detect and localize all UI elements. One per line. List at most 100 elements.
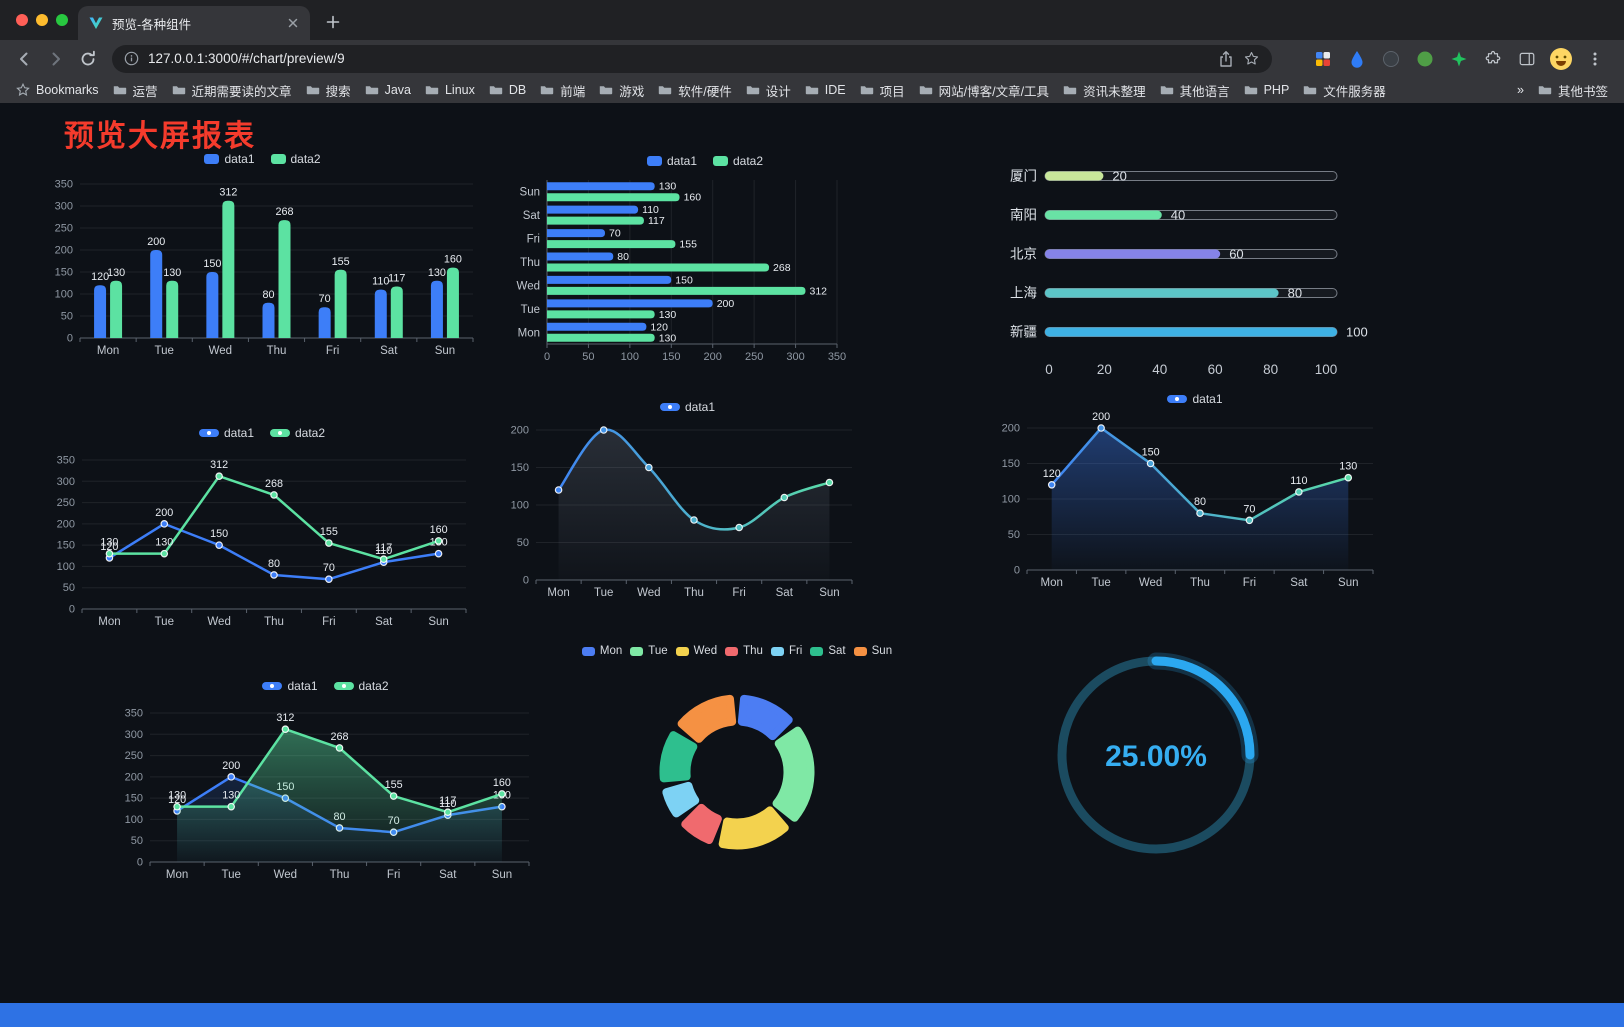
chart-grouped-bar-vertical[interactable]: data1 data2 0 50 100 150 200 250 300 350 Mon Tue Wed… [40,148,485,366]
new-tab-button[interactable] [320,9,346,35]
forward-button[interactable] [42,45,70,73]
site-info-icon[interactable] [124,51,139,66]
chart-canvas[interactable]: 0 50 100 150 200 Mon Tue Wed Thu Fri Sat Sun 120 200 1… [985,410,1405,598]
legend-item[interactable]: data2 [713,154,763,168]
bookmark-item[interactable]: 项目 [854,79,911,102]
legend-swatch [270,154,286,164]
back-button[interactable] [10,45,38,73]
reload-button[interactable] [74,45,102,73]
side-panel-icon[interactable] [1514,46,1540,72]
address-bar[interactable]: 127.0.0.1:3000/#/chart/preview/9 [112,44,1272,73]
legend-item[interactable]: Wed [675,645,717,657]
svg-text:150: 150 [203,258,221,270]
bookmark-item[interactable]: 资讯未整理 [1057,79,1152,102]
extension-green-star-icon[interactable] [1446,46,1472,72]
bookmark-item[interactable]: 文件服务器 [1297,79,1392,102]
bookmark-star-icon[interactable] [1243,50,1260,67]
bookmark-item[interactable]: 游戏 [593,79,650,102]
chart-gradient-area-line[interactable]: data1 0 50 100 150 200 Mon Tue Wed Thu Fri Sat Sun 12… [985,388,1405,598]
legend-item[interactable]: Thu [725,645,763,657]
legend-item[interactable]: data2 [270,426,325,440]
bookmark-item[interactable]: 设计 [740,79,797,102]
bookmark-item[interactable]: 前端 [534,79,591,102]
legend-label: data1 [223,426,254,440]
svg-text:50: 50 [582,351,594,363]
legend-item[interactable]: data1 [659,400,715,414]
share-icon[interactable] [1218,50,1234,68]
bookmark-item[interactable]: DB [483,81,532,99]
legend-label: data1 [224,152,255,166]
chart-canvas[interactable] [542,662,932,856]
url-text[interactable]: 127.0.0.1:3000/#/chart/preview/9 [148,51,345,66]
svg-text:Mon: Mon [547,587,569,599]
svg-text:120: 120 [1043,468,1061,480]
chart-grouped-bar-horizontal[interactable]: data1 data2 0 50 100 150 200 250 300 350 Sun 130 160… [505,150,905,372]
legend-item[interactable]: data1 [198,426,254,440]
legend-item[interactable]: data1 [646,154,697,168]
bookmark-item[interactable]: 软件/硬件 [652,79,737,102]
legend-item[interactable]: Tue [630,645,668,657]
folder-icon [1063,86,1077,95]
svg-text:南阳: 南阳 [1010,208,1037,223]
chart-gradient-smooth-line[interactable]: data1 0 50 100 150 200 Mon Tue Wed Thu Fri Sat Sun [500,396,875,608]
bookmark-item[interactable]: 搜索 [300,79,357,102]
svg-text:Thu: Thu [264,616,284,628]
star-icon [16,83,30,96]
bookmark-item[interactable]: 网站/博客/文章/工具 [913,79,1055,102]
legend-item[interactable]: data1 [262,679,318,693]
tab-close-icon[interactable] [286,16,300,30]
svg-text:50: 50 [131,835,143,847]
chart-canvas[interactable]: 25.00% [1046,645,1266,865]
profile-avatar[interactable] [1548,46,1574,72]
extensions-puzzle-icon[interactable] [1480,46,1506,72]
extension-grid-icon[interactable] [1310,46,1336,72]
bookmark-item[interactable]: Java [359,81,417,99]
bookmarks-star-item[interactable]: Bookmarks [10,81,105,99]
chart-area-multi-line[interactable]: data1 data2 0 50 100 150 200 250 300 350 Mon Tue Wed… [108,675,543,890]
close-window-button[interactable] [16,14,28,26]
bookmarks-overflow-chevron[interactable]: » [1511,81,1530,99]
bookmark-item[interactable]: 近期需要读的文章 [166,79,298,102]
bookmark-item[interactable]: 其他语言 [1154,79,1236,102]
chart-canvas[interactable]: 0 50 100 150 200 Mon Tue Wed Thu Fri Sat Sun [500,418,875,608]
legend-item[interactable]: data2 [333,679,389,693]
legend-swatch [262,682,283,690]
chart-city-progress-bars[interactable]: 厦门 20 南阳 40 北京 60 上海 80 新疆 100 0 20 40 60 80 100 [985,152,1405,384]
browser-menu-icon[interactable] [1582,46,1608,72]
svg-text:Tue: Tue [1091,577,1110,589]
minimize-window-button[interactable] [36,14,48,26]
svg-text:Sun: Sun [435,345,455,357]
chart-canvas[interactable]: 0 50 100 150 200 250 300 350 Mon Tue Wed Thu Fri Sat S… [40,170,485,366]
other-bookmarks-item[interactable]: 其他书签 [1532,79,1614,102]
legend-item[interactable]: Mon [581,645,622,657]
extension-green-circle-icon[interactable] [1412,46,1438,72]
bookmark-item[interactable]: PHP [1238,81,1296,99]
chart-canvas[interactable]: 厦门 20 南阳 40 北京 60 上海 80 新疆 100 0 20 40 60 80 100 [985,152,1405,384]
chart-weekday-donut[interactable]: Mon Tue Wed Thu Fri Sat Sun [542,640,932,858]
chart-canvas[interactable]: 0 50 100 150 200 250 300 350 Mon Tue Wed Thu Fri Sat S… [108,697,543,890]
svg-text:160: 160 [493,777,511,789]
maximize-window-button[interactable] [56,14,68,26]
chart-legend: data1 data2 [108,675,543,697]
chart-multi-line[interactable]: data1 data2 0 50 100 150 200 250 300 350 Mon Tue Wed… [42,422,482,637]
svg-text:117: 117 [375,542,392,554]
chart-canvas[interactable]: 0 50 100 150 200 250 300 350 Mon Tue Wed Thu Fri Sat S… [42,444,482,637]
folder-icon [306,86,319,95]
legend-item[interactable]: data2 [270,152,321,166]
legend-item[interactable]: Fri [770,645,802,657]
extension-drop-icon[interactable] [1344,46,1370,72]
bookmark-item[interactable]: Linux [419,81,481,99]
extension-dark-circle-icon[interactable] [1378,46,1404,72]
svg-text:100: 100 [57,561,75,573]
bookmark-item[interactable]: IDE [799,81,852,99]
legend-item[interactable]: data1 [1167,392,1223,406]
chart-percent-gauge[interactable]: 25.00% [1046,645,1266,865]
browser-tab[interactable]: 预览-各种组件 [78,6,310,40]
legend-item[interactable]: Sun [853,645,892,657]
legend-item[interactable]: data1 [204,152,255,166]
svg-text:0: 0 [67,333,73,345]
legend-item[interactable]: Sat [810,645,846,657]
svg-text:80: 80 [262,289,274,301]
bookmark-item[interactable]: 运营 [107,79,164,102]
